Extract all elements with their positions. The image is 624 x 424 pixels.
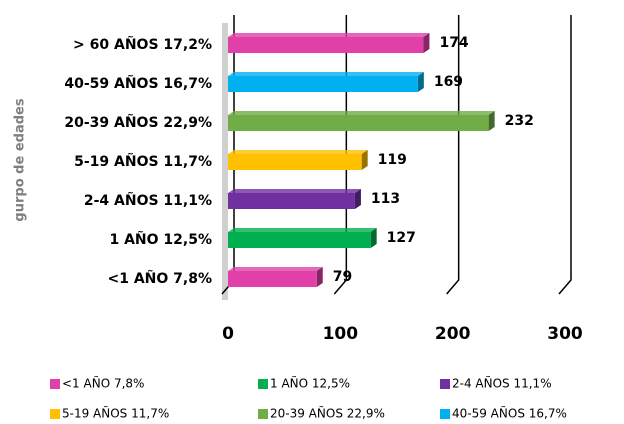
bar-side (417, 72, 424, 92)
bar-top (228, 267, 323, 271)
bar (228, 76, 418, 92)
x-tick-label: 0 (222, 324, 234, 344)
x-tick-label: 100 (323, 324, 359, 344)
bar-side (354, 189, 361, 209)
legend-label: 5-19 AÑOS 11,7% (62, 406, 169, 421)
bar-top (228, 33, 430, 37)
bar-side (488, 111, 495, 131)
y-tick-label: > 60 AÑOS 17,2% (73, 36, 212, 53)
bar (228, 271, 317, 287)
value-label: 127 (387, 230, 416, 246)
legend-swatch (50, 409, 60, 419)
y-tick-label: 5-19 AÑOS 11,7% (74, 153, 212, 170)
value-label: 169 (434, 74, 463, 90)
legend-label: <1 AÑO 7,8% (62, 376, 144, 391)
bar (228, 232, 371, 248)
axis-wall (222, 23, 228, 300)
y-tick-label: 40-59 AÑOS 16,7% (64, 75, 212, 92)
bar-top (228, 150, 368, 154)
bar-side (316, 267, 323, 287)
legend-swatch (440, 409, 450, 419)
bar (228, 154, 362, 170)
legend-swatch (258, 409, 268, 419)
value-label: 232 (505, 113, 534, 129)
legend-swatch (258, 379, 268, 389)
bar-side (361, 150, 368, 170)
legend-swatch (440, 379, 450, 389)
legend-label: 2-4 AÑOS 11,1% (452, 376, 552, 391)
bar-side (370, 228, 377, 248)
y-tick-label: 20-39 AÑOS 22,9% (64, 114, 212, 131)
y-axis-label: gurpo de edades (13, 98, 28, 221)
y-tick-label: 2-4 AÑOS 11,1% (84, 192, 212, 209)
x-tick-label: 300 (547, 324, 583, 344)
legend-swatch (50, 379, 60, 389)
value-label: 113 (371, 191, 400, 207)
legend-label: 1 AÑO 12,5% (270, 376, 350, 391)
bar-top (228, 228, 377, 232)
legend-label: 40-59 AÑOS 16,7% (452, 406, 567, 421)
legend-label: 20-39 AÑOS 22,9% (270, 406, 385, 421)
grid-line (333, 15, 348, 295)
bar-top (228, 189, 361, 193)
bar-top (228, 72, 424, 76)
y-tick-label: <1 AÑO 7,8% (107, 270, 212, 287)
bar (228, 193, 355, 209)
value-label: 79 (333, 269, 352, 285)
bar-side (423, 33, 430, 53)
x-tick-label: 200 (435, 324, 471, 344)
value-label: 174 (439, 35, 468, 51)
value-label: 119 (378, 152, 407, 168)
y-tick-label: 1 AÑO 12,5% (109, 231, 212, 248)
grid-line (446, 15, 460, 295)
bar (228, 115, 489, 131)
grid-line (558, 15, 572, 295)
bar (228, 37, 424, 53)
bar-top (228, 111, 495, 115)
